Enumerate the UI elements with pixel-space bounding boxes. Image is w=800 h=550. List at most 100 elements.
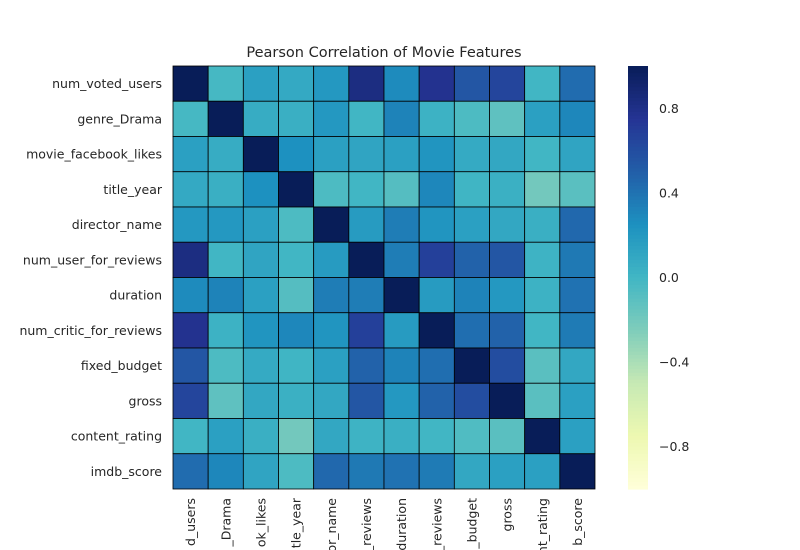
heatmap-cell [278,453,315,490]
colorbar-gradient-segment [628,326,648,331]
heatmap-cell [172,171,209,208]
heatmap-cell [348,65,385,102]
heatmap-cell [383,277,420,314]
heatmap-cell [383,418,420,455]
heatmap-cell [383,136,420,173]
colorbar-gradient-segment [628,316,648,321]
colorbar-gradient-segment [628,478,648,483]
heatmap-cell [489,347,526,384]
colorbar-gradient-segment [628,383,648,388]
colorbar-gradient-segment [628,330,648,335]
heatmap-cell [348,136,385,173]
heatmap-cell [278,382,315,419]
colorbar-gradient-segment [628,291,648,296]
heatmap-cell [348,171,385,208]
colorbar-gradient-segment [628,242,648,247]
colorbar-gradient-segment [628,104,648,109]
colorbar-gradient-segment [628,348,648,353]
colorbar-gradient-segment [628,351,648,356]
colorbar-gradient-segment [628,281,648,286]
colorbar-gradient-segment [628,108,648,113]
colorbar-gradient-segment [628,66,648,71]
colorbar-gradient-segment [628,157,648,162]
colorbar-gradient-segment [628,210,648,215]
heatmap-cell [348,100,385,137]
heatmap-cell [418,347,455,384]
heatmap-cell [313,241,350,278]
heatmap-cell [559,241,596,278]
colorbar-gradient-segment [628,372,648,377]
colorbar-gradient-segment [628,266,648,272]
heatmap-cell [242,241,279,278]
heatmap-cell [313,100,350,137]
heatmap-cell [242,65,279,102]
colorbar-gradient-segment [628,214,648,219]
heatmap-cell [559,206,596,243]
heatmap-cell [383,206,420,243]
heatmap-cell [313,171,350,208]
heatmap-cell [489,382,526,419]
colorbar-gradient-segment [628,333,648,339]
heatmap-cell [559,136,596,173]
colorbar-gradient-segment [628,150,648,155]
chart-title: Pearson Correlation of Movie Features [246,45,521,61]
heatmap-cell [207,100,244,137]
heatmap-cell [172,100,209,137]
colorbar-gradient-segment [628,73,648,78]
heatmap-cell [453,277,490,314]
heatmap-cell [453,206,490,243]
heatmap-cell [313,453,350,490]
column-label: _Drama [218,498,233,548]
colorbar-gradient-segment [628,393,648,398]
row-label: num_critic_for_reviews [19,323,162,338]
heatmap-cell [418,418,455,455]
colorbar-gradient-segment [628,252,648,257]
heatmap-cell [489,100,526,137]
column-label: duration [394,498,409,550]
colorbar-gradient-segment [628,464,648,469]
colorbar-gradient-segment [628,136,648,141]
heatmap-cell [559,100,596,137]
colorbar-gradient-segment [628,238,648,243]
heatmap-cell [242,206,279,243]
colorbar-gradient-segment [628,115,648,120]
heatmap-cell [242,347,279,384]
heatmap-cell [453,347,490,384]
colorbar-gradient-segment [628,273,648,279]
heatmap-cell [278,418,315,455]
heatmap-cell [418,171,455,208]
colorbar-gradient-segment [628,362,648,367]
heatmap-cell [278,241,315,278]
colorbar-gradient-segment [628,485,648,490]
heatmap-cell [207,206,244,243]
heatmap-cell [524,136,561,173]
heatmap-cell [313,347,350,384]
heatmap-cell [313,206,350,243]
heatmap-cell [313,382,350,419]
colorbar-gradient-segment [628,83,648,88]
heatmap-cell [242,418,279,455]
colorbar-gradient-segment [628,376,648,381]
colorbar-gradient-segment [628,422,648,427]
colorbar-gradient-segment [628,207,648,212]
heatmap-cell [278,312,315,349]
colorbar-gradient-segment [628,404,648,409]
heatmap-cell [489,453,526,490]
colorbar-gradient-segment [628,450,648,455]
heatmap-cell [559,418,596,455]
heatmap-cell [418,206,455,243]
heatmap-cell [453,241,490,278]
colorbar-gradient-segment [628,175,648,180]
heatmap-cell [383,312,420,349]
row-label: fixed_budget [81,358,162,373]
colorbar-gradient-segment [628,203,648,208]
heatmap-cell [172,206,209,243]
heatmap-cell [172,418,209,455]
colorbar-gradient-segment [628,171,648,176]
heatmap-cell [313,312,350,349]
colorbar-gradient-segment [628,143,648,148]
colorbar-gradient-segment [628,481,648,487]
colorbar-gradient-segment [628,192,648,198]
heatmap-cell [453,312,490,349]
